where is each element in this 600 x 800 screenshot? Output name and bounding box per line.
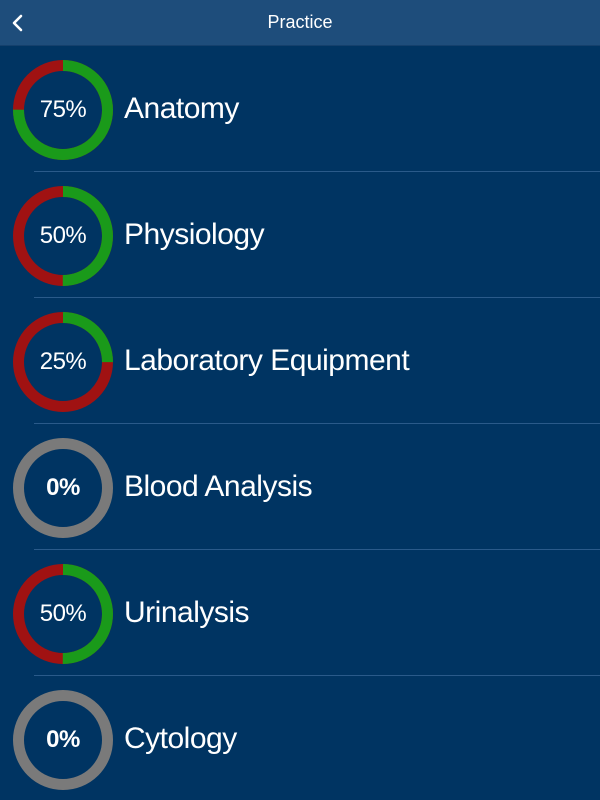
row-divider [34,297,600,298]
topic-list: 75% Anatomy 50% Physiology 25% Laborator… [0,46,600,800]
navigation-bar: Practice [0,0,600,46]
progress-ring-graphic [13,312,113,412]
topic-row-anatomy[interactable]: 75% Anatomy [0,46,600,172]
topic-label: Cytology [124,722,237,755]
row-divider [34,171,600,172]
topic-row-laboratory-equipment[interactable]: 25% Laboratory Equipment [0,298,600,424]
topic-label: Laboratory Equipment [124,344,410,377]
progress-ring-graphic [13,186,113,286]
progress-complete-arc [13,186,113,286]
progress-percent: 0% [46,726,80,753]
progress-empty-arc [13,438,113,538]
progress-ring: 0% [13,690,113,790]
topic-row-blood-analysis[interactable]: 0% Blood Analysis [0,424,600,550]
progress-percent: 0% [46,474,80,501]
topic-label: Urinalysis [124,596,250,629]
progress-percent: 25% [39,348,87,375]
progress-ring-graphic [13,60,113,160]
chevron-left-icon [12,14,23,31]
topic-label: Anatomy [124,92,239,125]
topic-label: Blood Analysis [124,470,313,503]
progress-percent: 75% [39,96,87,123]
progress-ring: 75% [13,60,113,160]
progress-complete-arc [13,564,113,664]
progress-ring-graphic [13,690,113,790]
row-divider [34,423,600,424]
topic-row-cytology[interactable]: 0% Cytology [0,676,600,800]
progress-ring-graphic [13,564,113,664]
progress-percent: 50% [39,600,87,627]
progress-ring: 0% [13,438,113,538]
progress-empty-arc [13,690,113,790]
progress-complete-arc [13,312,113,412]
progress-ring: 25% [13,312,113,412]
progress-ring: 50% [13,564,113,664]
page-title: Practice [267,12,333,32]
topic-label: Physiology [124,218,265,251]
progress-ring-graphic [13,438,113,538]
row-divider [34,675,600,676]
row-divider [34,549,600,550]
back-button[interactable] [0,0,36,45]
progress-complete-arc [13,60,113,160]
progress-ring: 50% [13,186,113,286]
topic-row-physiology[interactable]: 50% Physiology [0,172,600,298]
topic-row-urinalysis[interactable]: 50% Urinalysis [0,550,600,676]
progress-percent: 50% [39,222,87,249]
